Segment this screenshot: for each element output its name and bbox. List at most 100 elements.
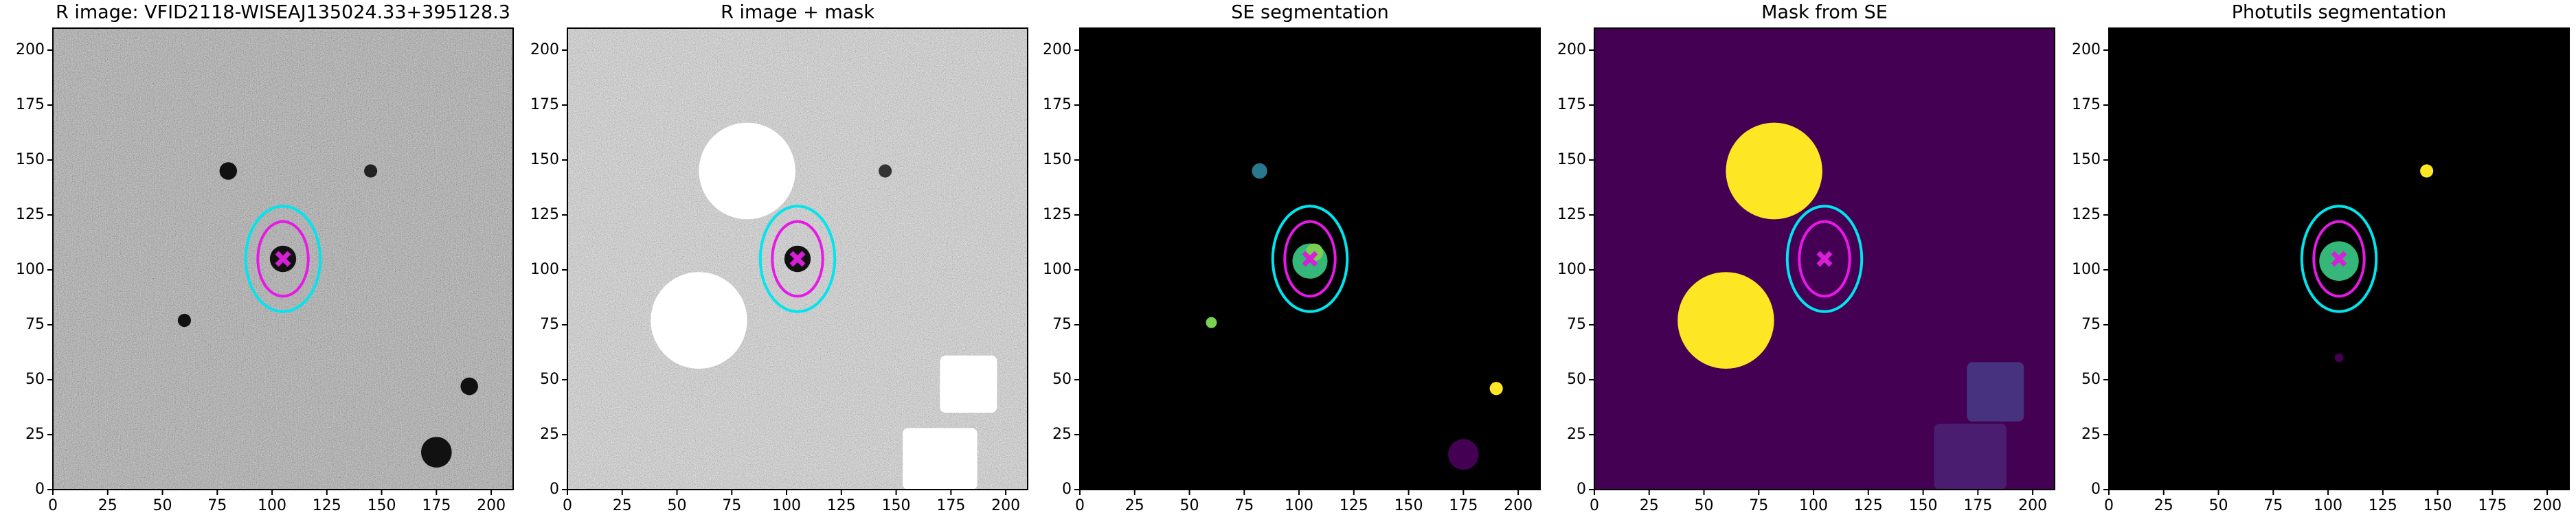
axes-frame xyxy=(1594,27,2055,490)
y-tick-label: 150 xyxy=(2072,151,2101,168)
center-marker xyxy=(1302,251,1318,267)
panel-title: SE segmentation xyxy=(1231,2,1388,23)
y-tick-label: 125 xyxy=(1043,206,1072,223)
x-tick-label: 25 xyxy=(1125,497,1144,514)
y-tick-label: 75 xyxy=(25,316,45,333)
panel: R image + mask 0 25 50 75 100 125 150 175 200 0 25 5… xyxy=(530,2,1028,514)
y-tick-label: 150 xyxy=(1557,151,1586,168)
panel: Photutils segmentation 0 25 50 75 100 125 150 17… xyxy=(2072,2,2570,514)
blob xyxy=(2420,164,2434,178)
y-tick-label: 175 xyxy=(530,96,559,113)
x-tick-label: 50 xyxy=(153,497,172,514)
mask-box xyxy=(940,355,997,413)
x-tick-label: 75 xyxy=(207,497,227,514)
y-tick-label: 50 xyxy=(540,371,559,388)
y-tick-label: 150 xyxy=(530,151,559,168)
y-tick-label: 175 xyxy=(16,96,45,113)
y-tick-label: 150 xyxy=(16,151,45,168)
y-tick-label: 100 xyxy=(1557,261,1586,278)
x-tick-label: 150 xyxy=(1394,497,1423,514)
y-tick-label: 50 xyxy=(25,371,45,388)
x-tick-label: 175 xyxy=(2478,497,2507,514)
y-tick-label: 25 xyxy=(1567,426,1586,443)
y-tick-label: 125 xyxy=(2072,206,2101,223)
x-tick-label: 200 xyxy=(2533,497,2562,514)
panel: SE segmentation 0 25 50 75 100 125 150 175 200 0 25… xyxy=(1043,2,1541,514)
mask-box xyxy=(903,428,978,490)
y-tick-label: 175 xyxy=(1557,96,1586,113)
x-tick-label: 25 xyxy=(2154,497,2173,514)
panel: Mask from SE 0 25 50 75 100 125 150 175 200 0 25 50 7… xyxy=(1557,2,2055,514)
y-tick-label: 200 xyxy=(1043,41,1072,58)
y-tick-label: 75 xyxy=(1567,316,1586,333)
x-tick-label: 50 xyxy=(668,497,687,514)
x-tick-label: 50 xyxy=(2209,497,2228,514)
panel-title: Mask from SE xyxy=(1761,2,1888,23)
x-tick-label: 175 xyxy=(1963,497,1992,514)
outer-ellipse xyxy=(1785,205,1864,313)
x-tick-label: 125 xyxy=(313,497,341,514)
x-tick-label: 100 xyxy=(1799,497,1828,514)
y-tick-label: 0 xyxy=(550,481,559,498)
center-marker xyxy=(275,251,291,267)
blob xyxy=(460,377,478,396)
panel-title: R image: VFID2118-WISEAJ135024.33+395128… xyxy=(56,2,510,23)
blob xyxy=(219,162,237,180)
x-tick-label: 150 xyxy=(1909,497,1938,514)
x-tick-label: 150 xyxy=(882,497,911,514)
image xyxy=(567,28,1028,490)
inner-ellipse xyxy=(771,220,824,298)
x-tick-label: 200 xyxy=(2018,497,2047,514)
blob xyxy=(879,164,892,178)
y-tick-label: 50 xyxy=(1567,371,1586,388)
y-tick-label: 25 xyxy=(25,426,45,443)
y-tick-label: 200 xyxy=(16,41,45,58)
blob xyxy=(1726,122,1822,220)
x-tick-label: 125 xyxy=(1854,497,1883,514)
inner-ellipse xyxy=(2312,220,2366,298)
x-tick-label: 100 xyxy=(1285,497,1313,514)
y-tick-label: 25 xyxy=(540,426,559,443)
image xyxy=(1594,28,2055,490)
outer-ellipse xyxy=(2300,205,2378,313)
y-tick-label: 0 xyxy=(1062,481,1072,498)
y-tick-label: 50 xyxy=(1052,371,1072,388)
outer-ellipse xyxy=(1271,205,1349,313)
x-tick-label: 75 xyxy=(722,497,741,514)
blob xyxy=(2334,353,2344,363)
x-tick-label: 75 xyxy=(1234,497,1254,514)
blob xyxy=(1206,317,1217,328)
x-tick-label: 0 xyxy=(2104,497,2114,514)
y-tick-label: 0 xyxy=(1577,481,1586,498)
center-marker xyxy=(789,251,806,267)
x-tick-label: 125 xyxy=(2369,497,2397,514)
y-tick-label: 0 xyxy=(2091,481,2101,498)
y-tick-label: 175 xyxy=(1043,96,1072,113)
axes-frame xyxy=(2108,27,2570,490)
x-tick-label: 125 xyxy=(827,497,856,514)
x-tick-label: 125 xyxy=(1340,497,1368,514)
y-tick-label: 100 xyxy=(1043,261,1072,278)
x-tick-label: 75 xyxy=(1749,497,1768,514)
x-tick-label: 175 xyxy=(1449,497,1478,514)
x-tick-label: 25 xyxy=(98,497,117,514)
panel-title: R image + mask xyxy=(721,2,874,23)
x-tick-label: 175 xyxy=(422,497,451,514)
blob xyxy=(1448,439,1479,470)
y-tick-label: 200 xyxy=(2072,41,2101,58)
y-tick-label: 50 xyxy=(2081,371,2101,388)
y-tick-label: 25 xyxy=(1052,426,1072,443)
blob xyxy=(1677,272,1774,369)
center-marker xyxy=(1816,251,1833,267)
x-tick-label: 100 xyxy=(258,497,286,514)
inner-ellipse xyxy=(1283,220,1337,298)
image xyxy=(2109,28,2569,490)
x-tick-label: 50 xyxy=(1695,497,1714,514)
x-tick-label: 50 xyxy=(1180,497,1199,514)
mask-box xyxy=(1967,362,2024,422)
y-tick-label: 125 xyxy=(1557,206,1586,223)
inner-ellipse xyxy=(256,220,310,298)
x-tick-label: 150 xyxy=(2424,497,2452,514)
x-tick-label: 75 xyxy=(2263,497,2283,514)
